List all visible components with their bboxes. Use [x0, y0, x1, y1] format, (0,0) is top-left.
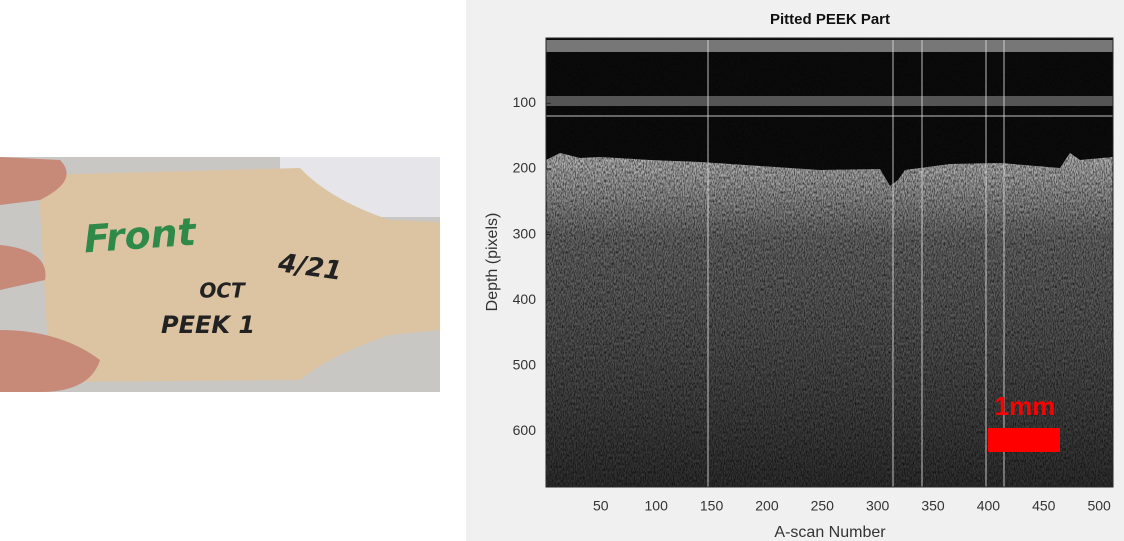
y-tick-label: 300	[513, 225, 537, 241]
y-tick-label: 200	[513, 160, 537, 176]
chart-title: Pitted PEEK Part	[770, 11, 890, 28]
photo-label: OCT	[199, 279, 246, 303]
y-tick-label: 600	[513, 422, 537, 438]
speckle	[546, 153, 1113, 487]
tag	[38, 168, 440, 382]
x-tick-label: 250	[811, 498, 835, 514]
x-tick-label: 400	[977, 498, 1001, 514]
y-tick-label: 500	[513, 357, 537, 373]
annotation: 1mm	[995, 391, 1056, 421]
image-band	[546, 115, 1113, 117]
image-band	[546, 96, 1113, 106]
fingers	[0, 157, 100, 392]
x-tick-label: 350	[921, 498, 945, 514]
y-axis-label: Depth (pixels)	[484, 213, 501, 312]
photo-label: Front	[82, 210, 198, 262]
x-tick-label: 300	[866, 498, 890, 514]
axes-box	[545, 37, 1114, 488]
image	[546, 38, 1113, 487]
y-tick-label: 400	[513, 291, 537, 307]
x-tick-label: 450	[1032, 498, 1056, 514]
scale-bar	[988, 428, 1060, 452]
y-tick-label: 100	[513, 94, 537, 110]
photo-label: PEEK 1	[161, 311, 255, 339]
x-tick-label: 200	[755, 498, 779, 514]
x-tick-label: 500	[1087, 498, 1111, 514]
x-axis-label: A-scan Number	[774, 524, 886, 541]
x-tick-label: 100	[645, 498, 669, 514]
x-tick-label: 50	[593, 498, 609, 514]
x-tick-label: 150	[700, 498, 724, 514]
photo: Front 4/21 OCT PEEK 1	[0, 157, 440, 392]
image-band	[546, 40, 1113, 52]
